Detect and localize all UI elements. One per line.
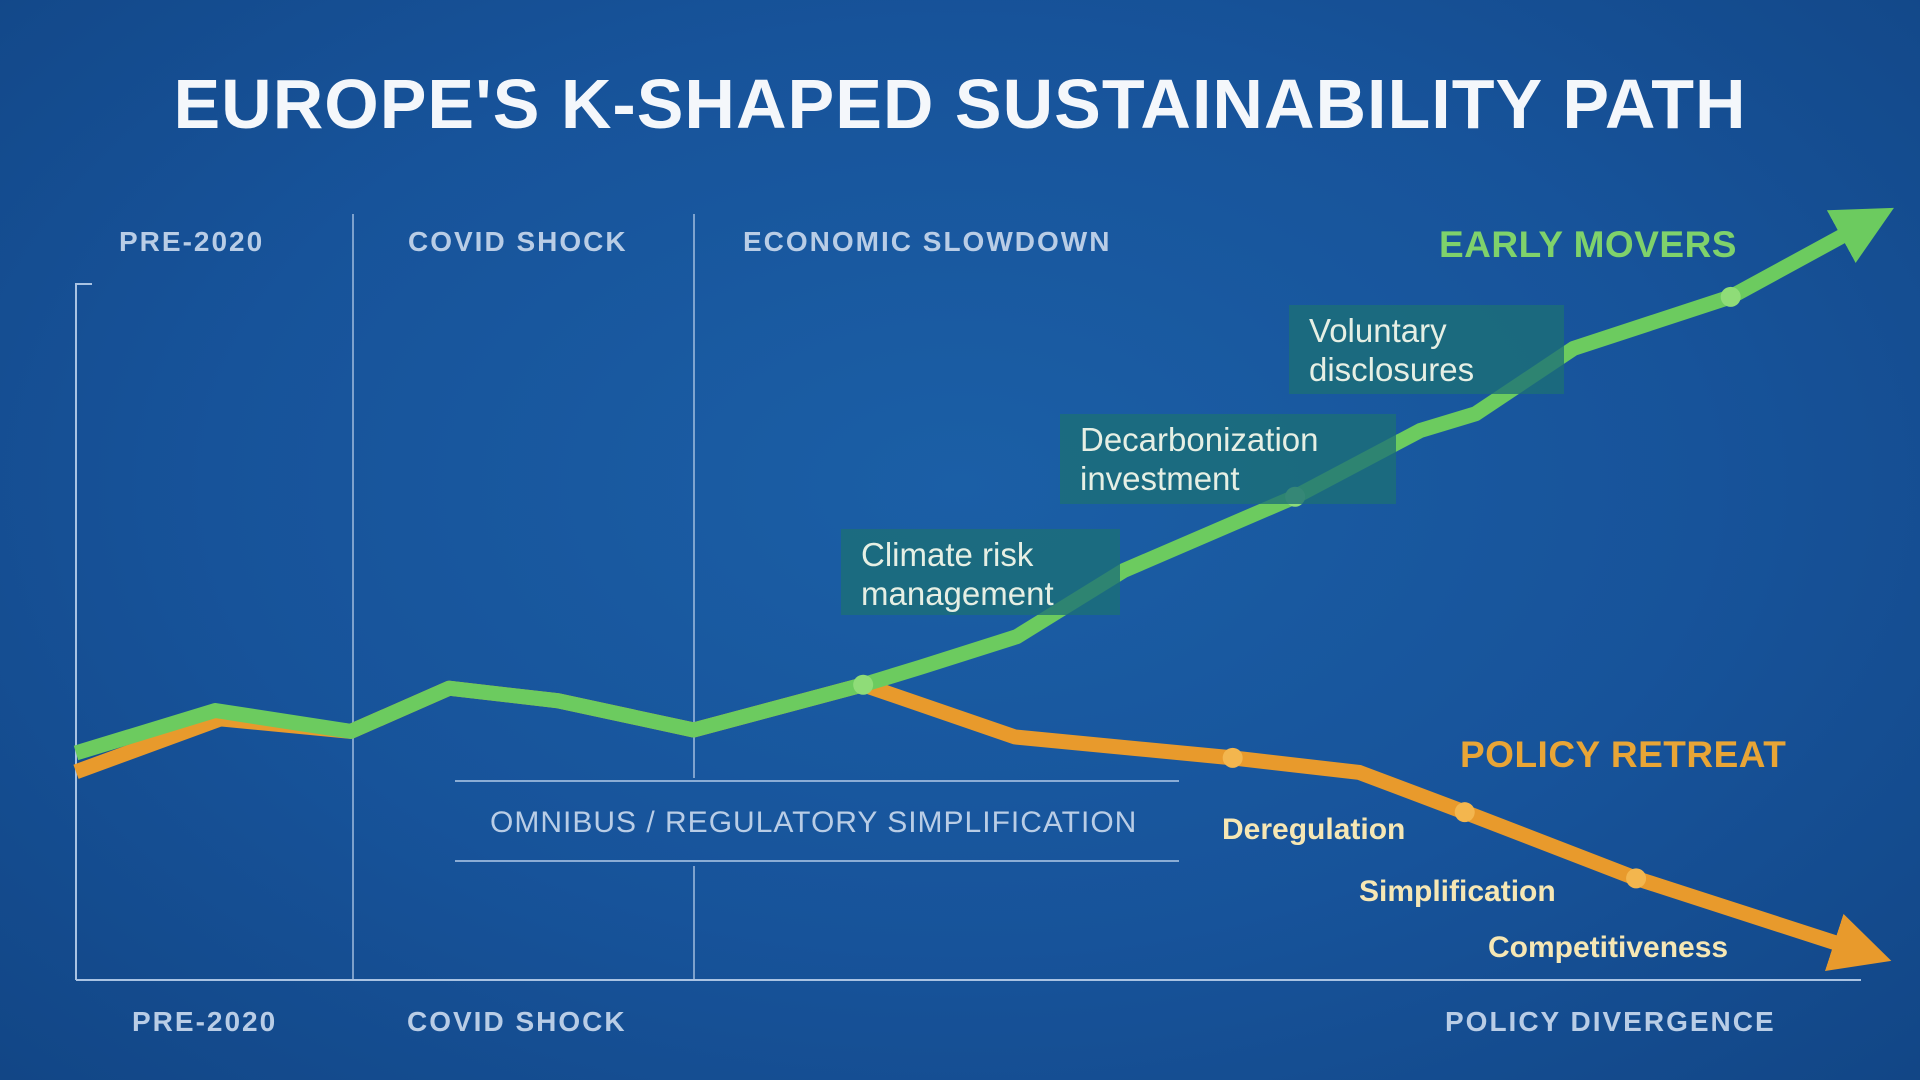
- omnibus-band-label: OMNIBUS / REGULATORY SIMPLIFICATION: [490, 806, 1138, 839]
- annotation-competitiveness: Competitiveness: [1488, 931, 1729, 964]
- data-point-early-movers: [1720, 286, 1741, 307]
- legend-policy-retreat: POLICY RETREAT: [1460, 734, 1787, 775]
- data-point-policy-retreat: [1626, 868, 1647, 889]
- axes: [75, 214, 1861, 981]
- data-point-policy-retreat: [1222, 747, 1243, 768]
- phase-label-top-covid: COVID SHOCK: [408, 226, 628, 257]
- annotation-simplification: Simplification: [1359, 875, 1556, 908]
- page-title: EUROPE'S K-SHAPED SUSTAINABILITY PATH: [173, 65, 1747, 143]
- legend-early-movers: EARLY MOVERS: [1439, 224, 1737, 265]
- data-point-policy-retreat: [1454, 802, 1475, 823]
- y-axis: [75, 283, 92, 980]
- data-point-early-movers: [853, 674, 874, 695]
- phase-label-top-pre2020: PRE-2020: [119, 226, 265, 257]
- annotation-decarbonization: Decarbonization investment: [1060, 414, 1396, 504]
- annotation-climate-risk: Climate risk management: [841, 529, 1120, 615]
- annotation-deregulation: Deregulation: [1222, 813, 1406, 846]
- phase-label-top-slowdown: ECONOMIC SLOWDOWN: [743, 226, 1112, 257]
- annotation-voluntary-disclosures: Voluntary disclosures: [1289, 305, 1564, 394]
- phase-label-bottom-pre2020: PRE-2020: [132, 1006, 278, 1037]
- phase-label-bottom-covid: COVID SHOCK: [407, 1006, 627, 1037]
- series-line-early-movers: [73, 207, 1894, 761]
- phase-label-bottom-divergence: POLICY DIVERGENCE: [1445, 1006, 1776, 1037]
